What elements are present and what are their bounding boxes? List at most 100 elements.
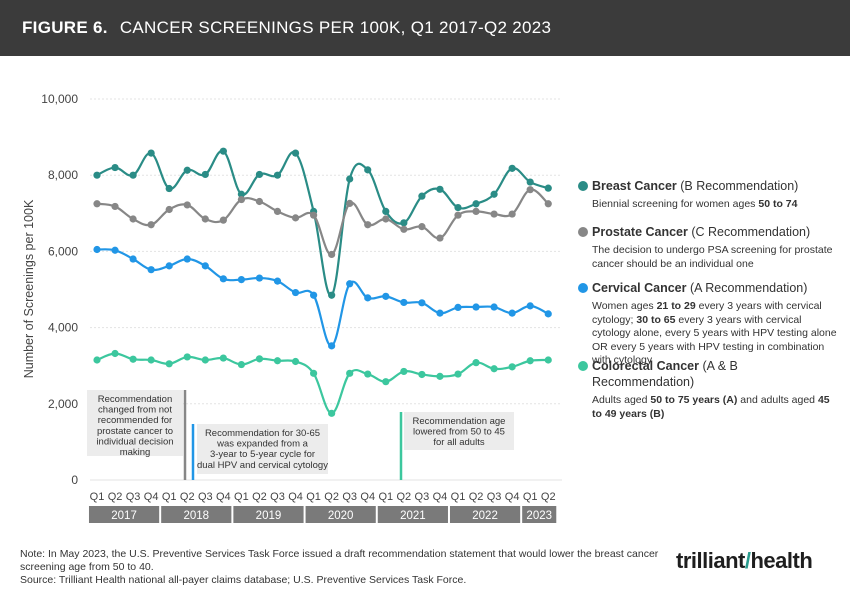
- data-point-prostate: [201, 215, 209, 223]
- data-point-cervical: [111, 246, 119, 254]
- figure-header: FIGURE 6. CANCER SCREENINGS PER 100K, Q1…: [0, 0, 850, 56]
- y-tick-label: 6,000: [48, 244, 78, 258]
- data-point-colorectal: [472, 359, 480, 367]
- data-point-cervical: [183, 255, 191, 263]
- trilliant-health-logo: trilliant/health: [676, 548, 813, 574]
- x-tick-label: Q3: [487, 491, 502, 503]
- data-point-prostate: [526, 186, 534, 194]
- figure-number: FIGURE 6.: [22, 18, 108, 37]
- x-tick-label: Q4: [433, 491, 448, 503]
- x-tick-label: Q3: [198, 491, 213, 503]
- data-point-cervical: [382, 292, 390, 300]
- data-point-cervical: [219, 275, 227, 283]
- annotation-text: Recommendation changed from not recommende…: [96, 394, 173, 458]
- data-point-breast: [454, 203, 462, 212]
- x-tick-label: Q2: [541, 491, 556, 503]
- y-tick-label: 2,000: [48, 397, 78, 411]
- x-tick-label: Q3: [342, 491, 357, 503]
- data-point-colorectal: [364, 370, 372, 378]
- legend-item-prostate: Prostate Cancer (C Recommendation) The d…: [578, 224, 840, 271]
- data-point-breast: [111, 163, 119, 172]
- data-point-prostate: [454, 211, 462, 219]
- data-point-colorectal: [237, 360, 245, 369]
- figure-title: CANCER SCREENINGS PER 100K, Q1 2017-Q2 2…: [119, 18, 552, 37]
- x-tick-label: Q1: [451, 491, 466, 503]
- footnote-note: Note: In May 2023, the U.S. Preventive S…: [20, 548, 659, 573]
- legend-grade-breast: (B Recommendation): [676, 179, 799, 193]
- year-label: 2020: [328, 510, 354, 522]
- x-tick-label: Q3: [270, 491, 285, 503]
- data-point-prostate: [472, 207, 480, 215]
- data-point-colorectal: [328, 409, 336, 417]
- data-point-cervical: [201, 262, 209, 270]
- data-point-cervical: [93, 245, 101, 254]
- annotation-box: [197, 424, 328, 474]
- data-point-cervical: [472, 303, 480, 311]
- x-tick-label: Q4: [360, 491, 375, 503]
- data-point-cervical: [237, 275, 245, 284]
- year-label: 2023: [526, 510, 552, 522]
- year-band: [377, 506, 448, 523]
- data-point-breast: [273, 171, 282, 179]
- data-point-breast: [418, 192, 426, 200]
- legend-item-breast: Breast Cancer (B Recommendation) Biennia…: [578, 178, 840, 212]
- data-point-colorectal: [219, 354, 227, 362]
- data-point-breast: [382, 207, 390, 215]
- data-point-cervical: [508, 309, 516, 317]
- data-point-breast: [328, 291, 336, 299]
- legend-desc-cervical: Women ages 21 to 29 every 3 years with c…: [592, 300, 837, 366]
- data-point-colorectal: [111, 349, 119, 358]
- legend-marker-colorectal: [578, 361, 588, 371]
- data-point-breast: [508, 164, 516, 172]
- data-point-breast: [364, 166, 372, 174]
- data-point-colorectal: [201, 356, 209, 364]
- legend-item-cervical: Cervical Cancer (A Recommendation) Women…: [578, 280, 840, 368]
- data-point-cervical: [364, 294, 372, 302]
- data-point-colorectal: [291, 357, 300, 366]
- year-label: 2019: [256, 510, 282, 522]
- data-point-breast: [93, 171, 101, 179]
- year-label: 2018: [183, 510, 209, 522]
- x-tick-label: Q4: [505, 491, 520, 503]
- year-label: 2017: [111, 510, 137, 522]
- data-point-colorectal: [508, 363, 516, 371]
- year-band: [233, 506, 304, 523]
- y-tick-label: 0: [71, 473, 78, 487]
- data-point-prostate: [147, 221, 155, 229]
- data-point-prostate: [129, 215, 137, 223]
- data-point-breast: [472, 200, 480, 208]
- data-point-colorectal: [346, 369, 354, 377]
- legend-name-cervical: Cervical Cancer: [592, 281, 687, 295]
- data-point-prostate: [328, 250, 336, 259]
- data-point-cervical: [544, 310, 552, 318]
- data-point-breast: [183, 166, 191, 174]
- data-point-colorectal: [147, 356, 155, 364]
- x-tick-label: Q3: [126, 491, 141, 503]
- data-point-cervical: [454, 303, 462, 312]
- x-tick-label: Q2: [469, 491, 484, 503]
- data-point-prostate: [490, 210, 498, 218]
- x-tick-label: Q3: [415, 491, 430, 503]
- x-tick-label: Q1: [306, 491, 321, 503]
- year-label: 2021: [400, 510, 426, 522]
- data-point-cervical: [346, 280, 354, 288]
- year-band: [305, 506, 376, 523]
- x-tick-label: Q1: [90, 491, 105, 503]
- data-point-breast: [291, 149, 300, 157]
- data-point-prostate: [93, 200, 101, 208]
- data-point-prostate: [255, 197, 264, 206]
- logo-text-left: trilliant: [676, 548, 745, 573]
- x-tick-label: Q2: [324, 491, 339, 503]
- data-point-breast: [201, 170, 209, 179]
- year-band: [88, 506, 160, 523]
- logo-text-right: health: [750, 548, 813, 573]
- data-point-colorectal: [400, 367, 408, 376]
- year-band: [449, 506, 521, 523]
- legend-desc-breast: Biennial screening for women ages 50 to …: [592, 198, 798, 210]
- data-point-prostate: [418, 223, 426, 231]
- data-point-prostate: [400, 225, 408, 233]
- data-point-prostate: [273, 207, 282, 215]
- year-band: [522, 506, 557, 523]
- data-point-cervical: [328, 342, 336, 350]
- x-tick-label: Q2: [180, 491, 195, 503]
